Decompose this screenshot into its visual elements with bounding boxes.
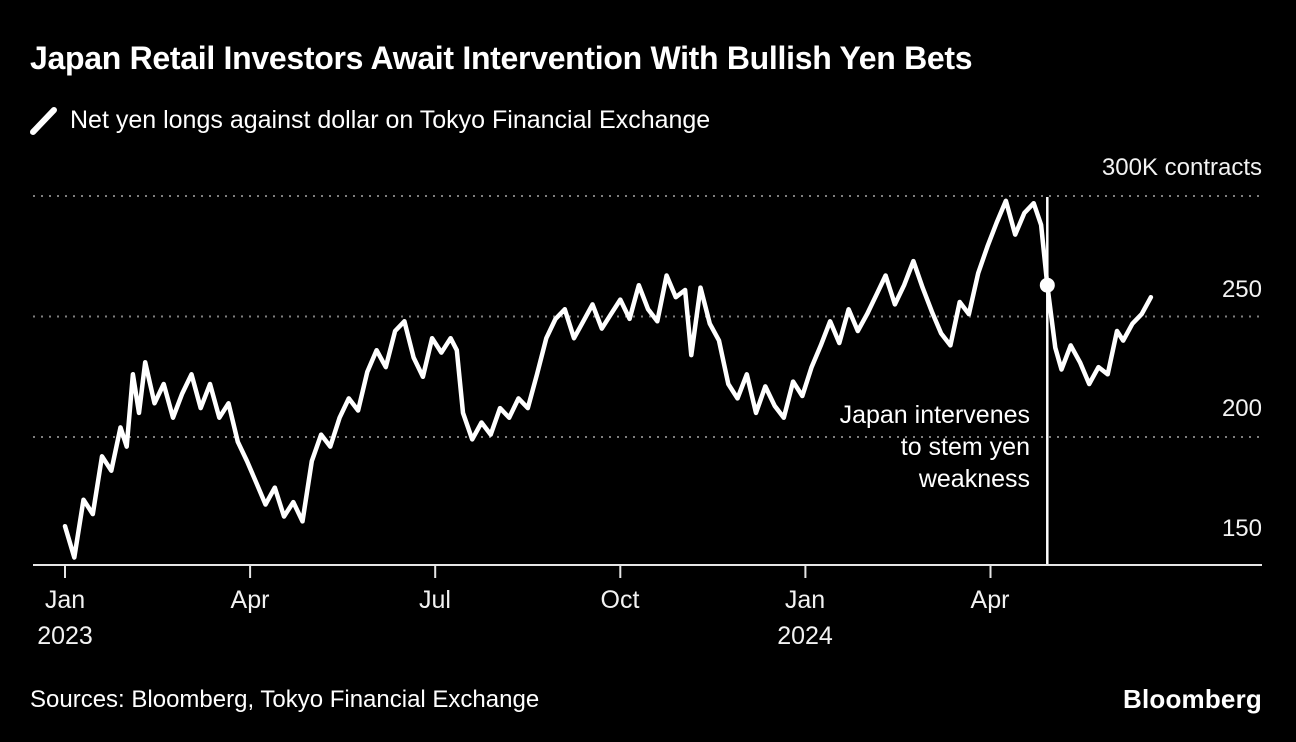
y-axis-label-150: 150 [1221,515,1262,542]
chart-title: Japan Retail Investors Await Interventio… [30,40,973,76]
x-axis-label-jan-2024: Jan 2024 [777,586,833,650]
x-axis-label-jan-2023: Jan 2023 [37,586,93,650]
legend: Net yen longs against dollar on Tokyo Fi… [30,106,710,135]
line-series-icon [30,106,58,135]
net-yen-longs-line [62,198,1154,560]
x-axis-label-oct-2023: Oct [600,586,640,614]
intervention-annotation: Japan intervenes to stem yen weakness [839,401,1030,493]
x-axis-label-apr-2023: Apr [230,586,270,614]
y-axis-label-300: 300K contracts [1101,154,1262,181]
y-axis-label-200: 200 [1221,395,1262,422]
bloomberg-logo: Bloomberg [1122,684,1262,714]
x-axis-label-apr-2024: Apr [970,586,1010,614]
x-axis-label-jul-2023: Jul [419,586,451,614]
sources-credit: Sources: Bloomberg, Tokyo Financial Exch… [30,686,540,713]
legend-label: Net yen longs against dollar on Tokyo Fi… [70,106,711,134]
intervention-point-marker [1039,277,1055,293]
y-axis-label-250: 250 [1221,276,1262,303]
